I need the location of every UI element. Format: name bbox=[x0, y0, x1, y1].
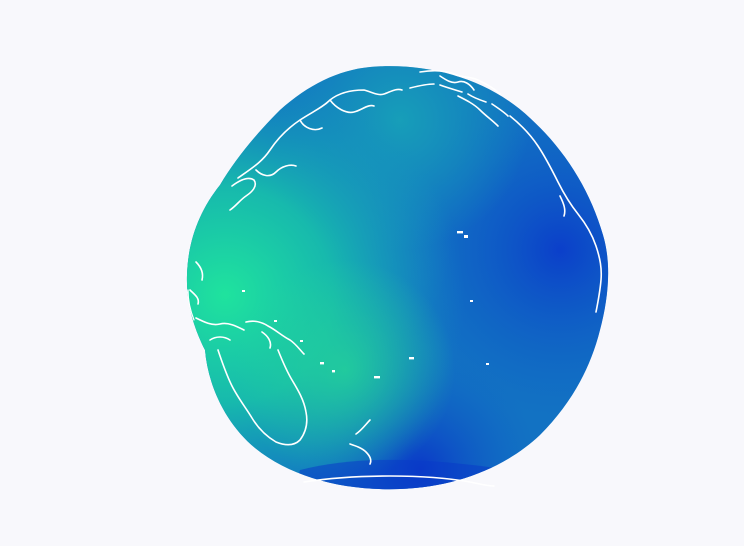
southern-ocean-band bbox=[290, 459, 520, 490]
island bbox=[409, 357, 414, 360]
indonesia bbox=[195, 317, 245, 341]
new-zealand bbox=[349, 419, 372, 465]
island bbox=[486, 363, 489, 365]
hawaii-island bbox=[464, 235, 468, 238]
australia bbox=[217, 349, 308, 446]
papua-new-guinea bbox=[245, 320, 305, 355]
japan bbox=[229, 177, 257, 211]
antarctica-edge bbox=[303, 475, 495, 487]
island bbox=[300, 340, 303, 342]
globe-rim bbox=[187, 289, 195, 321]
philippines bbox=[189, 261, 204, 305]
north-america-coast bbox=[509, 115, 603, 313]
aleutian-islands bbox=[409, 83, 509, 117]
hawaii-island bbox=[457, 231, 463, 234]
island bbox=[274, 320, 277, 322]
asia-coast bbox=[237, 88, 403, 179]
globe[interactable] bbox=[150, 40, 630, 520]
island bbox=[470, 300, 473, 302]
scalar-field bbox=[186, 66, 609, 490]
island bbox=[332, 370, 335, 373]
alaska bbox=[419, 69, 501, 127]
island bbox=[374, 376, 380, 379]
island bbox=[320, 362, 324, 365]
coastlines bbox=[187, 69, 603, 487]
island bbox=[242, 290, 245, 292]
pacific-islands bbox=[242, 231, 489, 379]
